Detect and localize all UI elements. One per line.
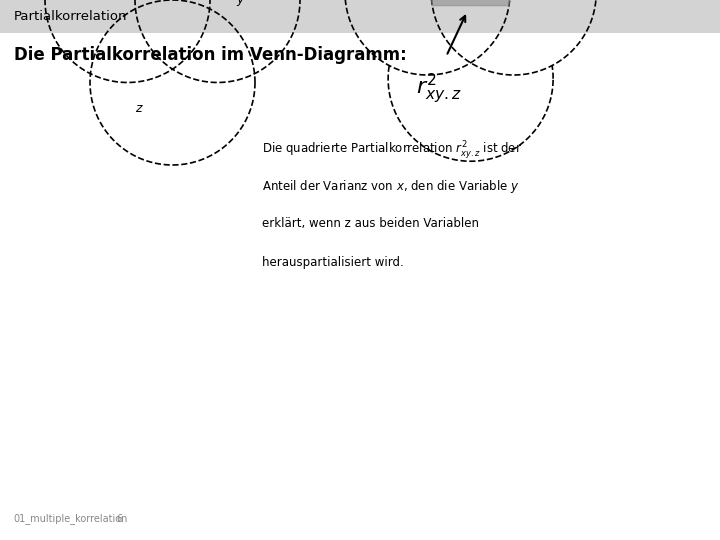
Text: z: z [135,102,142,115]
Text: erklärt, wenn z aus beiden Variablen: erklärt, wenn z aus beiden Variablen [263,217,480,230]
Text: Partialkorrelation: Partialkorrelation [14,10,127,23]
Text: $r^2_{xy.z}$: $r^2_{xy.z}$ [416,71,462,106]
Text: Die quadrierte Partialkorrelation $r^2_{xy.z}$ ist der: Die quadrierte Partialkorrelation $r^2_{… [263,139,523,161]
Text: Anteil der Varianz von $x$, den die Variable $y$: Anteil der Varianz von $x$, den die Vari… [263,178,520,195]
Text: Die Partialkorrelation im Venn-Diagramm:: Die Partialkorrelation im Venn-Diagramm: [14,46,406,64]
Text: 01_multiple_korrelation: 01_multiple_korrelation [14,512,128,523]
Polygon shape [431,0,510,5]
Text: 6: 6 [116,514,122,523]
Bar [0,0,720,33]
Text: y: y [236,0,243,6]
Text: herauspartialisiert wird.: herauspartialisiert wird. [263,256,404,269]
